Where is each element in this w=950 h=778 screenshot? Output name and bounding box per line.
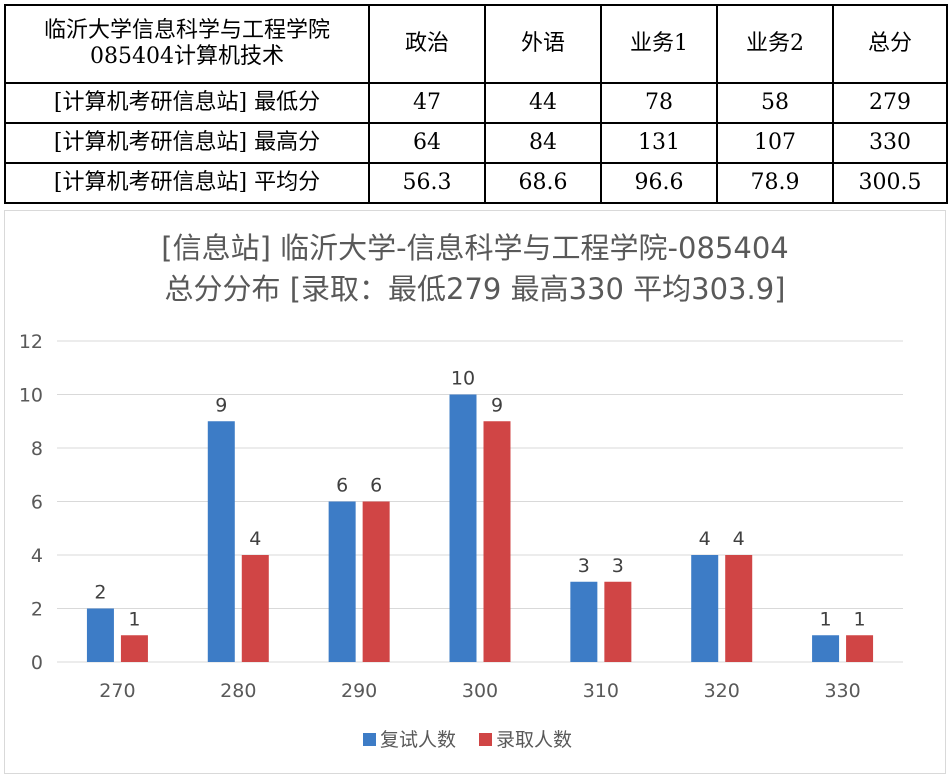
bar-admitted [120, 635, 148, 662]
data-label: 9 [215, 394, 227, 416]
x-tick-label: 320 [704, 680, 740, 702]
y-tick-label: 4 [31, 545, 43, 567]
data-label: 1 [820, 608, 832, 630]
data-label: 3 [578, 555, 590, 577]
data-label: 2 [94, 582, 106, 604]
y-tick-label: 10 [19, 385, 43, 407]
bar-interview [86, 608, 114, 662]
legend-label: 录取人数 [496, 729, 572, 751]
data-label: 3 [612, 555, 624, 577]
x-tick-label: 280 [220, 680, 256, 702]
column-header: 政治 [368, 4, 486, 84]
chart-container: [信息站] 临沂大学-信息科学与工程学院-085404 总分分布 [录取：最低2… [4, 210, 946, 774]
table-cell: 44 [484, 82, 602, 124]
chart-title-line1: [信息站] 临沂大学-信息科学与工程学院-085404 [161, 231, 788, 265]
table-header-row: 临沂大学信息科学与工程学院 085404计算机技术 政治 外语 业务1 业务2 … [4, 4, 948, 84]
bar-interview [449, 394, 477, 662]
table-row-avg: [计算机考研信息站] 平均分 56.3 68.6 96.6 78.9 300.5 [4, 162, 948, 204]
table-cell: 58 [716, 82, 834, 124]
bar-interview [328, 501, 356, 662]
table-title-cell: 临沂大学信息科学与工程学院 085404计算机技术 [4, 4, 370, 84]
data-label: 4 [733, 528, 745, 550]
bar-admitted [604, 581, 632, 662]
table-title-line2: 085404计算机技术 [90, 44, 284, 69]
table-cell: 47 [368, 82, 486, 124]
row-label: [计算机考研信息站] 最低分 [4, 82, 370, 124]
data-label: 1 [854, 608, 866, 630]
score-table: 临沂大学信息科学与工程学院 085404计算机技术 政治 外语 业务1 业务2 … [4, 4, 948, 204]
y-tick-label: 6 [31, 492, 43, 514]
bar-interview [207, 421, 235, 662]
table-cell: 300.5 [832, 162, 948, 204]
bar-interview [570, 581, 598, 662]
data-label: 10 [451, 368, 475, 390]
legend: 复试人数 录取人数 [363, 729, 572, 751]
table-cell: 56.3 [368, 162, 486, 204]
data-label: 6 [370, 475, 382, 497]
gridlines [57, 340, 903, 663]
y-tick-label: 0 [31, 652, 43, 674]
bar-admitted [362, 501, 390, 662]
bar-admitted [483, 421, 511, 662]
y-tick-label: 8 [31, 438, 43, 460]
table-cell: 330 [832, 122, 948, 164]
table-cell: 131 [600, 122, 718, 164]
x-tick-label: 300 [462, 680, 498, 702]
x-tick-label: 330 [824, 680, 860, 702]
x-tick-label: 290 [341, 680, 377, 702]
data-label: 4 [249, 528, 261, 550]
bars [86, 394, 874, 662]
column-header: 总分 [832, 4, 948, 84]
bar-interview [691, 555, 719, 662]
table-cell: 78.9 [716, 162, 834, 204]
x-tick-label: 310 [583, 680, 619, 702]
chart-title-line2: 总分分布 [录取：最低279 最高330 平均303.9] [164, 272, 785, 306]
legend-swatch [479, 733, 492, 746]
x-tick-label: 270 [99, 680, 135, 702]
bar-admitted [725, 555, 753, 662]
table-cell: 96.6 [600, 162, 718, 204]
table-cell: 279 [832, 82, 948, 124]
data-label: 6 [336, 475, 348, 497]
legend-swatch [363, 733, 376, 746]
table-title-line1: 临沂大学信息科学与工程学院 [43, 17, 330, 43]
table-cell: 78 [600, 82, 718, 124]
x-axis-ticks: 270 280 290 300 310 320 330 [99, 680, 860, 702]
table-cell: 64 [368, 122, 486, 164]
bar-chart: [信息站] 临沂大学-信息科学与工程学院-085404 总分分布 [录取：最低2… [19, 231, 903, 751]
bar-interview [812, 635, 840, 662]
table-row-max: [计算机考研信息站] 最高分 64 84 131 107 330 [4, 122, 948, 164]
table-cell: 84 [484, 122, 602, 164]
table-row-min: [计算机考研信息站] 最低分 47 44 78 58 279 [4, 82, 948, 124]
y-tick-label: 2 [31, 599, 43, 621]
column-header: 业务1 [600, 4, 718, 84]
bar-admitted [241, 555, 269, 662]
column-header: 外语 [484, 4, 602, 84]
bar-admitted [846, 635, 874, 662]
data-label: 4 [699, 528, 711, 550]
data-label: 9 [491, 394, 503, 416]
column-header: 业务2 [716, 4, 834, 84]
row-label: [计算机考研信息站] 平均分 [4, 162, 370, 204]
table-cell: 68.6 [484, 162, 602, 204]
data-label: 1 [128, 608, 140, 630]
y-axis-ticks: 0 2 4 6 8 10 12 [19, 331, 43, 674]
table-cell: 107 [716, 122, 834, 164]
legend-label: 复试人数 [380, 729, 456, 751]
y-tick-label: 12 [19, 331, 43, 353]
row-label: [计算机考研信息站] 最高分 [4, 122, 370, 164]
